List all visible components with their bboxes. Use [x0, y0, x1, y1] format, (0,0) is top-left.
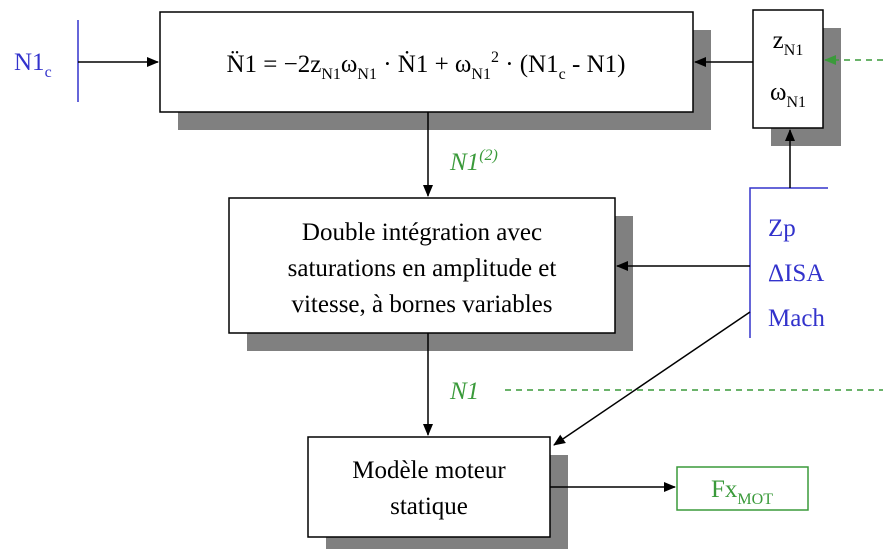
text-run: N1	[786, 94, 806, 111]
text-run: N1	[471, 66, 491, 83]
text-run: N1	[357, 66, 377, 83]
equation: N̈1 = −2zN1ωN1 · Ṅ1 + ωN12 · (N1c - N1)	[227, 49, 626, 83]
param-box	[752, 9, 824, 129]
model-box	[307, 436, 551, 538]
text-run: N1	[321, 66, 341, 83]
text-run: · (N1	[499, 51, 559, 78]
param-z: zN1	[773, 27, 804, 59]
integration-box	[228, 197, 616, 334]
model-text: statique	[390, 493, 468, 520]
input-label: N1c	[14, 49, 52, 81]
conditions-bracket	[749, 187, 828, 338]
integration-text: vitesse, à bornes variables	[291, 291, 552, 318]
text-run: ω	[770, 79, 786, 106]
integration-text: saturations en amplitude et	[288, 255, 557, 282]
output-label: FxMOT	[711, 476, 773, 508]
text-run: N̈1 = −2z	[227, 50, 322, 78]
model-text: Modèle moteur	[352, 457, 506, 484]
condition: ΔISA	[768, 260, 824, 287]
output-box	[676, 466, 809, 511]
text-run: z	[773, 27, 784, 54]
text-run: c	[559, 66, 566, 83]
condition: Zp	[768, 215, 796, 242]
condition: Mach	[768, 305, 825, 332]
text-run: 2	[491, 49, 499, 66]
text-run: N1	[449, 149, 479, 176]
text-run: MOT	[737, 491, 773, 508]
text-run: ω	[341, 51, 357, 78]
arrow	[553, 311, 751, 446]
equation-box	[159, 11, 694, 113]
integration-text: Double intégration avec	[302, 219, 542, 246]
text-run: Fx	[711, 476, 738, 503]
text-run: N1	[14, 49, 45, 76]
signal-label: N1(2)	[449, 147, 498, 176]
text-run: (2)	[479, 147, 498, 164]
signal-label: N1	[449, 378, 479, 405]
text-run: - N1)	[566, 51, 626, 78]
text-run: N1	[784, 42, 804, 59]
text-run: c	[45, 64, 52, 81]
param-omega: ωN1	[770, 79, 806, 111]
text-run: · Ṅ1 + ω	[377, 51, 471, 78]
